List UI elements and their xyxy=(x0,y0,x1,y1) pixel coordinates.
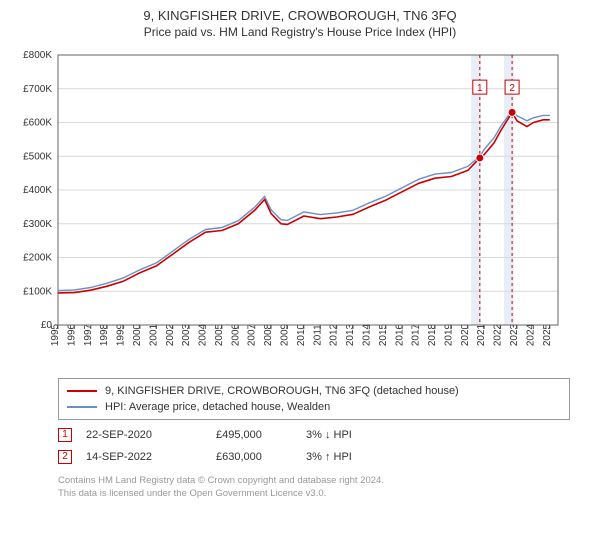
svg-text:2009: 2009 xyxy=(280,323,291,346)
svg-text:2000: 2000 xyxy=(132,323,143,346)
svg-text:£400K: £400K xyxy=(23,185,52,196)
marker-delta: 3% ↓ HPI xyxy=(306,424,416,446)
page-title: 9, KINGFISHER DRIVE, CROWBOROUGH, TN6 3F… xyxy=(10,8,590,23)
marker-date: 14-SEP-2022 xyxy=(86,446,216,468)
footer-line: Contains HM Land Registry data © Crown c… xyxy=(58,474,570,487)
legend-label: HPI: Average price, detached house, Weal… xyxy=(105,399,330,415)
page-subtitle: Price paid vs. HM Land Registry's House … xyxy=(10,25,590,39)
marker-badge: 2 xyxy=(58,450,72,464)
svg-text:1997: 1997 xyxy=(83,323,94,346)
svg-text:2003: 2003 xyxy=(181,323,192,346)
chart-area: £0£100K£200K£300K£400K£500K£600K£700K£80… xyxy=(10,45,590,370)
svg-text:£300K: £300K xyxy=(23,219,52,230)
svg-text:2015: 2015 xyxy=(378,323,389,346)
svg-text:£200K: £200K xyxy=(23,253,52,264)
legend-row: HPI: Average price, detached house, Weal… xyxy=(67,399,561,415)
svg-text:2016: 2016 xyxy=(394,323,405,346)
svg-text:2011: 2011 xyxy=(312,324,323,346)
svg-text:2: 2 xyxy=(509,83,515,94)
legend-swatch xyxy=(67,406,97,408)
svg-text:2013: 2013 xyxy=(345,323,356,346)
svg-text:1996: 1996 xyxy=(66,323,77,346)
svg-text:2007: 2007 xyxy=(247,323,258,346)
marker-date: 22-SEP-2020 xyxy=(86,424,216,446)
marker-delta: 3% ↑ HPI xyxy=(306,446,416,468)
marker-row: 2 14-SEP-2022 £630,000 3% ↑ HPI xyxy=(58,446,570,468)
svg-text:£700K: £700K xyxy=(23,84,52,95)
svg-text:2005: 2005 xyxy=(214,323,225,346)
legend-row: 9, KINGFISHER DRIVE, CROWBOROUGH, TN6 3F… xyxy=(67,383,561,399)
svg-text:1999: 1999 xyxy=(116,323,127,346)
svg-text:2010: 2010 xyxy=(296,323,307,346)
svg-text:2004: 2004 xyxy=(198,323,209,346)
marker-price: £630,000 xyxy=(216,446,306,468)
marker-price: £495,000 xyxy=(216,424,306,446)
legend-box: 9, KINGFISHER DRIVE, CROWBOROUGH, TN6 3F… xyxy=(58,378,570,420)
marker-badge: 1 xyxy=(58,428,72,442)
markers-table: 1 22-SEP-2020 £495,000 3% ↓ HPI 2 14-SEP… xyxy=(58,424,570,468)
svg-text:2002: 2002 xyxy=(165,323,176,346)
svg-text:2017: 2017 xyxy=(411,323,422,346)
svg-text:2024: 2024 xyxy=(525,323,536,346)
svg-text:2006: 2006 xyxy=(230,323,241,346)
svg-text:2020: 2020 xyxy=(460,323,471,346)
svg-text:1: 1 xyxy=(477,83,483,94)
svg-text:2022: 2022 xyxy=(493,323,504,346)
svg-text:£800K: £800K xyxy=(23,50,52,61)
svg-text:2025: 2025 xyxy=(542,323,553,346)
svg-text:2012: 2012 xyxy=(329,323,340,346)
footer-line: This data is licensed under the Open Gov… xyxy=(58,487,570,500)
svg-text:2019: 2019 xyxy=(443,323,454,346)
svg-text:1998: 1998 xyxy=(99,323,110,346)
legend-label: 9, KINGFISHER DRIVE, CROWBOROUGH, TN6 3F… xyxy=(105,383,459,399)
marker-row: 1 22-SEP-2020 £495,000 3% ↓ HPI xyxy=(58,424,570,446)
svg-text:£500K: £500K xyxy=(23,151,52,162)
legend-swatch xyxy=(67,390,97,392)
svg-text:2023: 2023 xyxy=(509,323,520,346)
svg-text:2018: 2018 xyxy=(427,323,438,346)
svg-text:£100K: £100K xyxy=(23,286,52,297)
svg-text:1995: 1995 xyxy=(50,323,61,346)
svg-text:2001: 2001 xyxy=(148,323,159,346)
svg-text:2021: 2021 xyxy=(476,323,487,346)
line-chart: £0£100K£200K£300K£400K£500K£600K£700K£80… xyxy=(10,45,570,365)
svg-text:2014: 2014 xyxy=(361,323,372,346)
footer: Contains HM Land Registry data © Crown c… xyxy=(58,474,570,500)
svg-text:£600K: £600K xyxy=(23,118,52,129)
svg-text:2008: 2008 xyxy=(263,323,274,346)
